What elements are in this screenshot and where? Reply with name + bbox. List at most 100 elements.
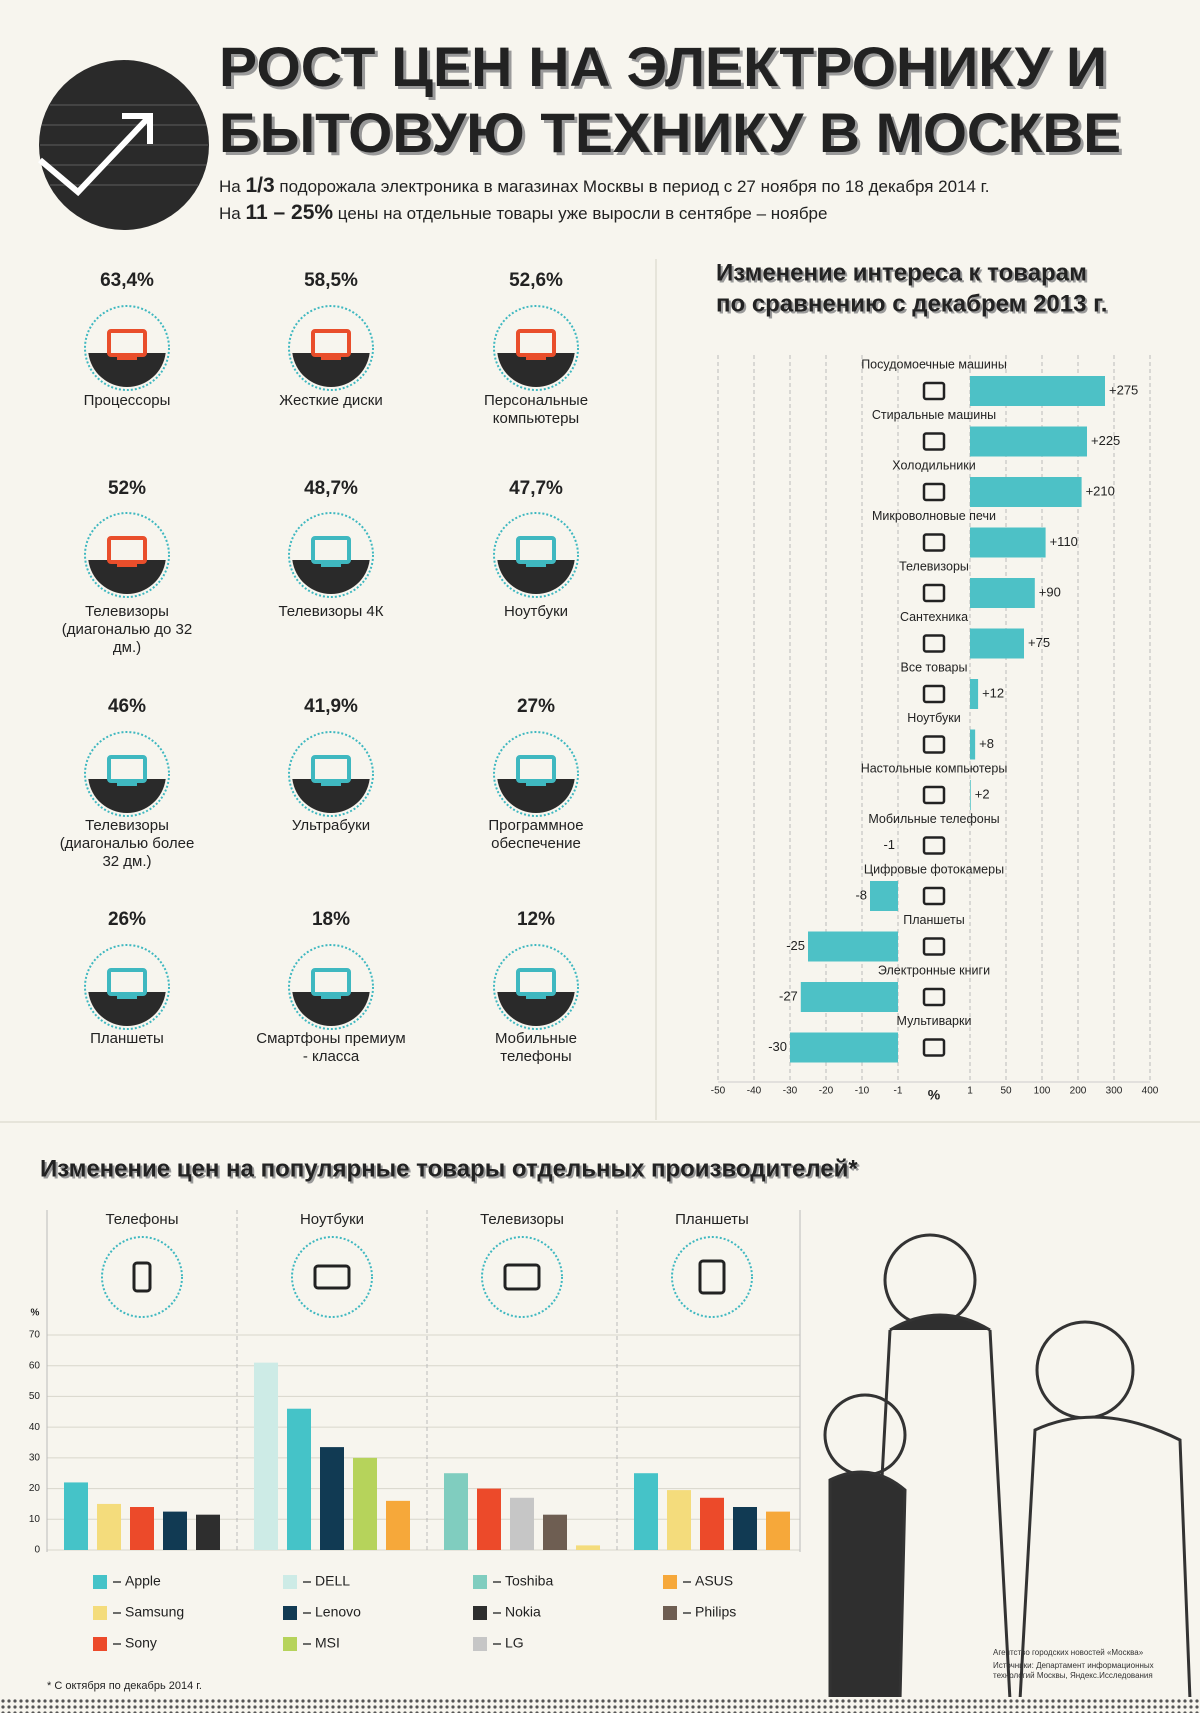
bar xyxy=(700,1497,724,1550)
category-label: Все товары xyxy=(901,660,968,674)
logo xyxy=(38,60,209,230)
price-rise-value: 41,9% xyxy=(304,696,358,717)
title: РОСТ ЦЕН НА ЭЛЕКТРОНИКУ И xyxy=(219,35,1107,98)
legend-swatch xyxy=(93,1606,107,1620)
x-tick-label: 1 xyxy=(967,1086,973,1097)
footnote: * С октября по декабрь 2014 г. xyxy=(47,1680,202,1692)
category-icon xyxy=(922,432,946,451)
price-rise-value: 58,5% xyxy=(304,270,358,291)
icon-device xyxy=(516,329,556,357)
group-icon xyxy=(101,1236,183,1318)
value-label: +110 xyxy=(1050,534,1078,549)
legend-label: Nokia xyxy=(505,1604,541,1620)
credit: Агентство городских новостей «Москва» xyxy=(993,1648,1144,1657)
value-label: +225 xyxy=(1091,433,1120,448)
icon-device xyxy=(117,996,137,999)
bar xyxy=(576,1545,600,1550)
group-label: Телевизоры xyxy=(480,1211,564,1228)
category-label: Телевизоры xyxy=(899,559,969,573)
bar xyxy=(543,1514,567,1550)
category-icon xyxy=(922,634,946,653)
category-icon xyxy=(922,735,946,754)
category-label: Мобильные телефоны xyxy=(868,812,999,826)
legend-swatch xyxy=(663,1575,677,1589)
subtitle-highlight: 11 – 25% xyxy=(245,201,334,224)
price-rise-label: Персональные компьютеры xyxy=(483,392,589,427)
price-rise-label: Программное обеспечение xyxy=(488,817,584,852)
illustration xyxy=(823,1233,1192,1702)
icon-device xyxy=(107,329,147,357)
value-label: -8 xyxy=(855,887,867,902)
price-rise-value: 63,4% xyxy=(100,270,154,291)
icon-device xyxy=(526,996,546,999)
legend-swatch xyxy=(283,1637,297,1651)
icon-base xyxy=(88,992,166,1026)
icon-device xyxy=(311,968,351,996)
x-tick-label: -30 xyxy=(783,1086,798,1097)
icon-device xyxy=(321,357,341,360)
bar xyxy=(287,1408,311,1550)
price-rise-label: Телевизоры (диагональю до 32 дм.) xyxy=(61,603,193,656)
icon-device xyxy=(117,357,137,360)
bar xyxy=(667,1490,691,1550)
icon-base xyxy=(88,560,166,595)
price-rise-value: 27% xyxy=(516,696,556,717)
category-icon xyxy=(922,937,946,956)
bar xyxy=(870,881,898,911)
bar xyxy=(733,1507,757,1550)
bar xyxy=(970,376,1105,406)
subtitle-part: подорожала электроника в магазинах Москв… xyxy=(274,177,990,196)
x-tick-label: -1 xyxy=(894,1086,903,1097)
price-rise-value: 52,6% xyxy=(509,270,563,291)
bar xyxy=(634,1473,658,1550)
icon-device xyxy=(311,536,351,564)
bar xyxy=(970,578,1035,608)
legend-swatch xyxy=(283,1575,297,1589)
y-tick-label: 40 xyxy=(29,1422,41,1433)
icon-device xyxy=(516,536,556,564)
subtitle-part: На xyxy=(219,177,246,196)
bar xyxy=(510,1497,534,1550)
category-label: Мультиварки xyxy=(897,1014,972,1028)
chart-title: Изменение цен на популярные товары отдел… xyxy=(40,1155,858,1182)
group-icon-device xyxy=(132,1261,152,1293)
subtitle-part: цены на отдельные товары уже выросли в с… xyxy=(333,204,828,223)
bar xyxy=(97,1503,121,1550)
chart-title: по сравнению с декабрем 2013 г. xyxy=(716,290,1107,317)
group-label: Планшеты xyxy=(675,1211,749,1228)
y-tick-label: 70 xyxy=(29,1330,41,1341)
group-icon-device xyxy=(313,1264,351,1290)
legend-swatch xyxy=(93,1575,107,1589)
icon-base xyxy=(292,353,370,388)
bar xyxy=(766,1511,790,1550)
value-label: +275 xyxy=(1109,382,1138,397)
bar xyxy=(970,477,1082,507)
bar xyxy=(64,1482,88,1550)
bar xyxy=(196,1514,220,1550)
bar xyxy=(970,527,1046,558)
value-label: +210 xyxy=(1086,483,1115,498)
value-label: +2 xyxy=(975,786,990,801)
group-icon-device xyxy=(698,1259,726,1295)
x-tick-label: -40 xyxy=(747,1086,762,1097)
price-rise-label: Телевизоры 4К xyxy=(278,603,384,620)
legend-label: Philips xyxy=(695,1604,736,1620)
category-label: Цифровые фотокамеры xyxy=(864,862,1004,876)
category-label: Микроволновые печи xyxy=(872,509,996,523)
title: БЫТОВУЮ ТЕХНИКУ В МОСКВЕ xyxy=(219,101,1121,164)
category-icon xyxy=(922,1038,946,1057)
group-icon xyxy=(481,1236,563,1318)
y-tick-label: 30 xyxy=(29,1452,41,1463)
bar xyxy=(790,1032,898,1063)
icon-base xyxy=(88,779,166,814)
icon-base xyxy=(88,353,166,388)
category-label: Ноутбуки xyxy=(907,711,960,725)
category-icon xyxy=(922,684,946,704)
icon-base xyxy=(497,779,575,813)
subtitle: На 1/3 подорожала электроника в магазина… xyxy=(219,174,990,198)
price-rise-value: 46% xyxy=(107,696,147,717)
bar xyxy=(970,628,1024,659)
group-label: Ноутбуки xyxy=(300,1211,364,1228)
legend-swatch xyxy=(663,1606,677,1620)
